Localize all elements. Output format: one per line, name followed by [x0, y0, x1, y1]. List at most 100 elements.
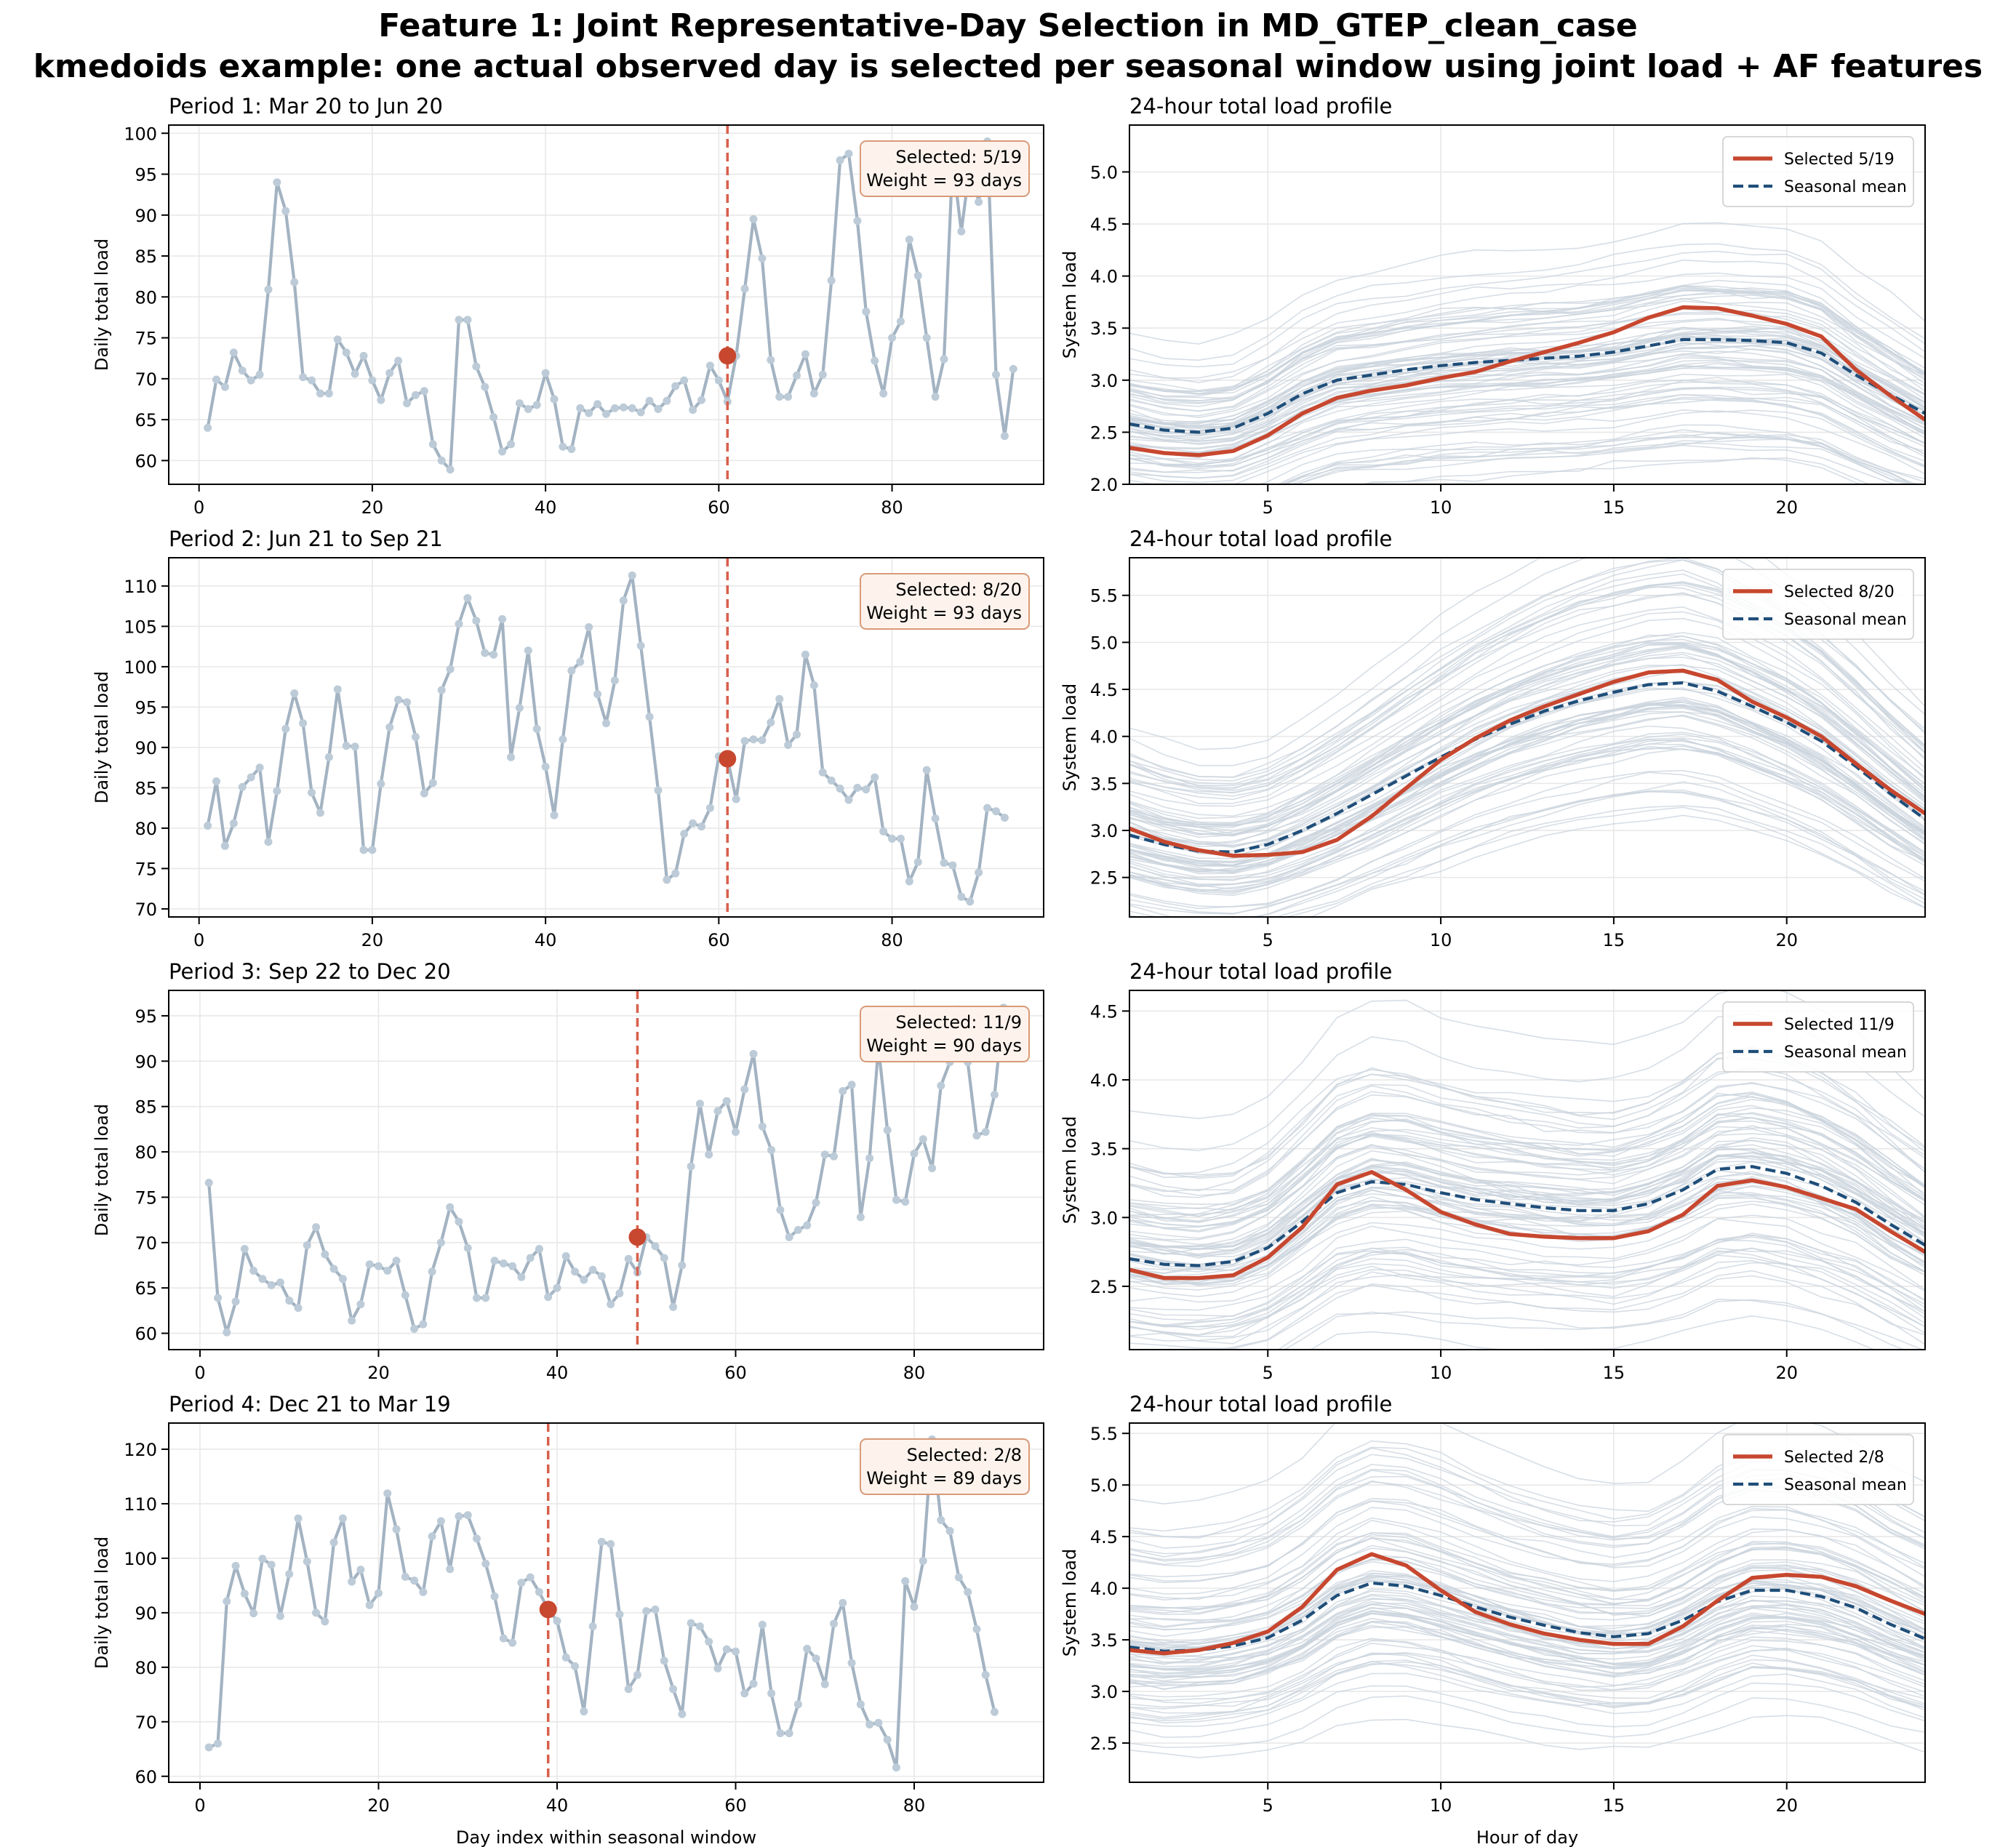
daily-load-point [801, 650, 809, 659]
panel-title: Period 1: Mar 20 to Jun 20 [169, 94, 443, 119]
daily-load-point [559, 735, 567, 744]
daily-load-point [844, 149, 853, 158]
daily-load-point [585, 622, 593, 631]
legend-box [1722, 136, 1914, 207]
daily-profile-line [1129, 1117, 1925, 1227]
daily-load-point [818, 370, 827, 379]
daily-load-point [663, 396, 671, 405]
daily-load-point [561, 1252, 570, 1261]
daily-profile-line [1129, 345, 1925, 442]
daily-load-point [793, 371, 801, 380]
daily-load-point [351, 742, 359, 751]
daily-profile-line [1129, 1532, 1925, 1609]
y-tick-label: 70 [135, 1712, 157, 1733]
x-tick-label: 20 [1775, 930, 1798, 950]
daily-load-point [273, 787, 281, 796]
daily-load-point [910, 1150, 919, 1158]
daily-load-point [784, 393, 793, 401]
daily-load-point [888, 834, 897, 843]
daily-load-point [776, 1729, 785, 1738]
daily-load-point [535, 1245, 543, 1254]
axes-frame [168, 1422, 1044, 1783]
daily-load-point [663, 876, 671, 884]
daily-load-point [526, 1254, 535, 1262]
daily-load-point [204, 1178, 213, 1187]
daily-profile-line [1129, 1598, 1925, 1670]
y-tick-label: 75 [135, 859, 157, 879]
daily-load-point [446, 665, 455, 673]
y-axis-label: Daily total load [92, 239, 112, 371]
chart-panel-6: Selected 11/9 Seasonal mean 5 10 15 20 2.5 3.0 3… [1060, 959, 1926, 1383]
daily-profile-line [1129, 593, 1925, 801]
daily-load-point [660, 1656, 668, 1665]
x-tick-label: 15 [1603, 930, 1625, 950]
daily-profile-line [1129, 1652, 1925, 1714]
daily-load-point [392, 1257, 401, 1265]
daily-load-point [258, 1275, 267, 1283]
daily-load-point [922, 766, 931, 774]
daily-load-point [506, 440, 515, 449]
y-tick-label: 5.5 [1090, 1424, 1118, 1444]
daily-load-point [333, 335, 342, 344]
daily-load-point [689, 819, 697, 828]
daily-load-point [758, 1620, 767, 1629]
daily-profile-line [1129, 1647, 1925, 1708]
selected-day-marker [719, 750, 737, 768]
daily-profile-line [1129, 1105, 1925, 1216]
daily-load-point [624, 1685, 633, 1694]
daily-load-point [937, 1081, 945, 1090]
y-tick-label: 4.5 [1090, 1527, 1118, 1547]
daily-load-point [731, 1647, 740, 1656]
daily-profile-line [1129, 1537, 1925, 1614]
daily-profile-line [1129, 1236, 1925, 1327]
daily-profile-line [1129, 340, 1925, 435]
daily-load-point [972, 1624, 981, 1633]
daily-load-point [567, 666, 576, 675]
daily-profile-line [1129, 1270, 1925, 1350]
daily-profile-line [1129, 700, 1925, 864]
daily-load-point [455, 1217, 463, 1226]
daily-load-point [303, 1241, 311, 1250]
daily-profile-line [1129, 1554, 1925, 1628]
daily-load-point [508, 1638, 517, 1647]
daily-load-point [499, 1259, 508, 1267]
daily-load-point [356, 1300, 365, 1309]
daily-load-point [593, 690, 602, 699]
daily-load-point [722, 1097, 731, 1105]
daily-load-point [680, 376, 689, 385]
selected-day-marker [719, 347, 737, 365]
y-tick-label: 110 [124, 577, 157, 597]
daily-load-point [954, 1573, 963, 1582]
daily-load-point [255, 370, 264, 379]
daily-load-point [610, 404, 619, 412]
y-tick-label: 85 [135, 778, 157, 798]
y-tick-label: 2.0 [1090, 475, 1118, 495]
daily-profile-line [1129, 732, 1925, 881]
daily-profile-line [1129, 1137, 1925, 1247]
daily-profile-line [1129, 1556, 1925, 1630]
daily-load-point [905, 236, 913, 244]
daily-load-point [308, 788, 316, 797]
daily-load-point [767, 356, 775, 364]
x-tick-label: 40 [535, 930, 557, 950]
daily-load-point [214, 1739, 223, 1748]
daily-profile-line [1129, 1250, 1925, 1336]
daily-load-point [316, 809, 324, 817]
daily-load-point [633, 1670, 641, 1679]
daily-load-point [333, 685, 342, 694]
daily-load-point [628, 571, 636, 580]
daily-load-point [515, 399, 524, 408]
daily-load-point [299, 373, 308, 382]
daily-load-point [446, 465, 455, 474]
plot-area [1129, 558, 1925, 917]
daily-profile-line [1129, 1128, 1925, 1239]
daily-profile-line [1129, 1544, 1925, 1621]
x-tick-label: 0 [194, 1363, 205, 1383]
daily-profile-line [1129, 1624, 1925, 1688]
x-tick-label: 60 [724, 1363, 747, 1383]
daily-profile-line [1129, 665, 1925, 844]
daily-load-point [767, 1146, 776, 1155]
x-tick-label: 20 [1775, 497, 1798, 518]
x-tick-label: 0 [193, 930, 204, 950]
daily-load-point [983, 804, 992, 812]
